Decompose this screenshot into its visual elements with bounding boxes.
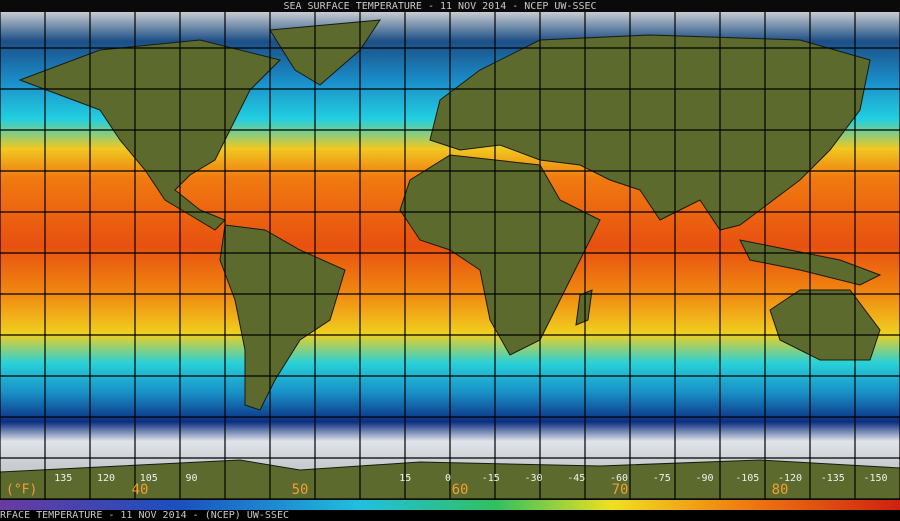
title-band [0, 0, 900, 12]
map-title: SEA SURFACE TEMPERATURE - 11 NOV 2014 - … [283, 1, 596, 12]
north-america [18, 39, 281, 231]
longitude-label: -135 [821, 473, 845, 484]
scale-label: 50 [292, 482, 309, 498]
longitude-label: 120 [97, 473, 115, 484]
longitude-label: -150 [863, 473, 887, 484]
longitude-label: 105 [140, 473, 158, 484]
madagascar [575, 289, 593, 326]
scale-label: 80 [772, 482, 789, 498]
longitude-label: 0 [445, 473, 451, 484]
scale-label: 40 [132, 482, 149, 498]
footer: RFACE TEMPERATURE - 11 NOV 2014 - (NCEP)… [0, 510, 289, 521]
australia [769, 289, 881, 361]
unit-label: (°F) [6, 483, 37, 498]
scale-label: 60 [452, 482, 469, 498]
south-america [219, 224, 346, 411]
longitude-label: -15 [482, 473, 500, 484]
longitude-label: 15 [399, 473, 411, 484]
longitude-label: -90 [695, 473, 713, 484]
color-scale [0, 500, 900, 510]
longitude-label: -30 [524, 473, 542, 484]
longitude-label: -60 [610, 473, 628, 484]
longitude-label: 90 [185, 473, 197, 484]
longitude-label: -75 [653, 473, 671, 484]
longitude-label: 135 [54, 473, 72, 484]
scale-label: 70 [612, 482, 629, 498]
longitude-label: -45 [567, 473, 585, 484]
longitude-label: -105 [735, 473, 759, 484]
greenland [269, 19, 381, 86]
graticule [0, 12, 900, 500]
longitude-label: -120 [778, 473, 802, 484]
